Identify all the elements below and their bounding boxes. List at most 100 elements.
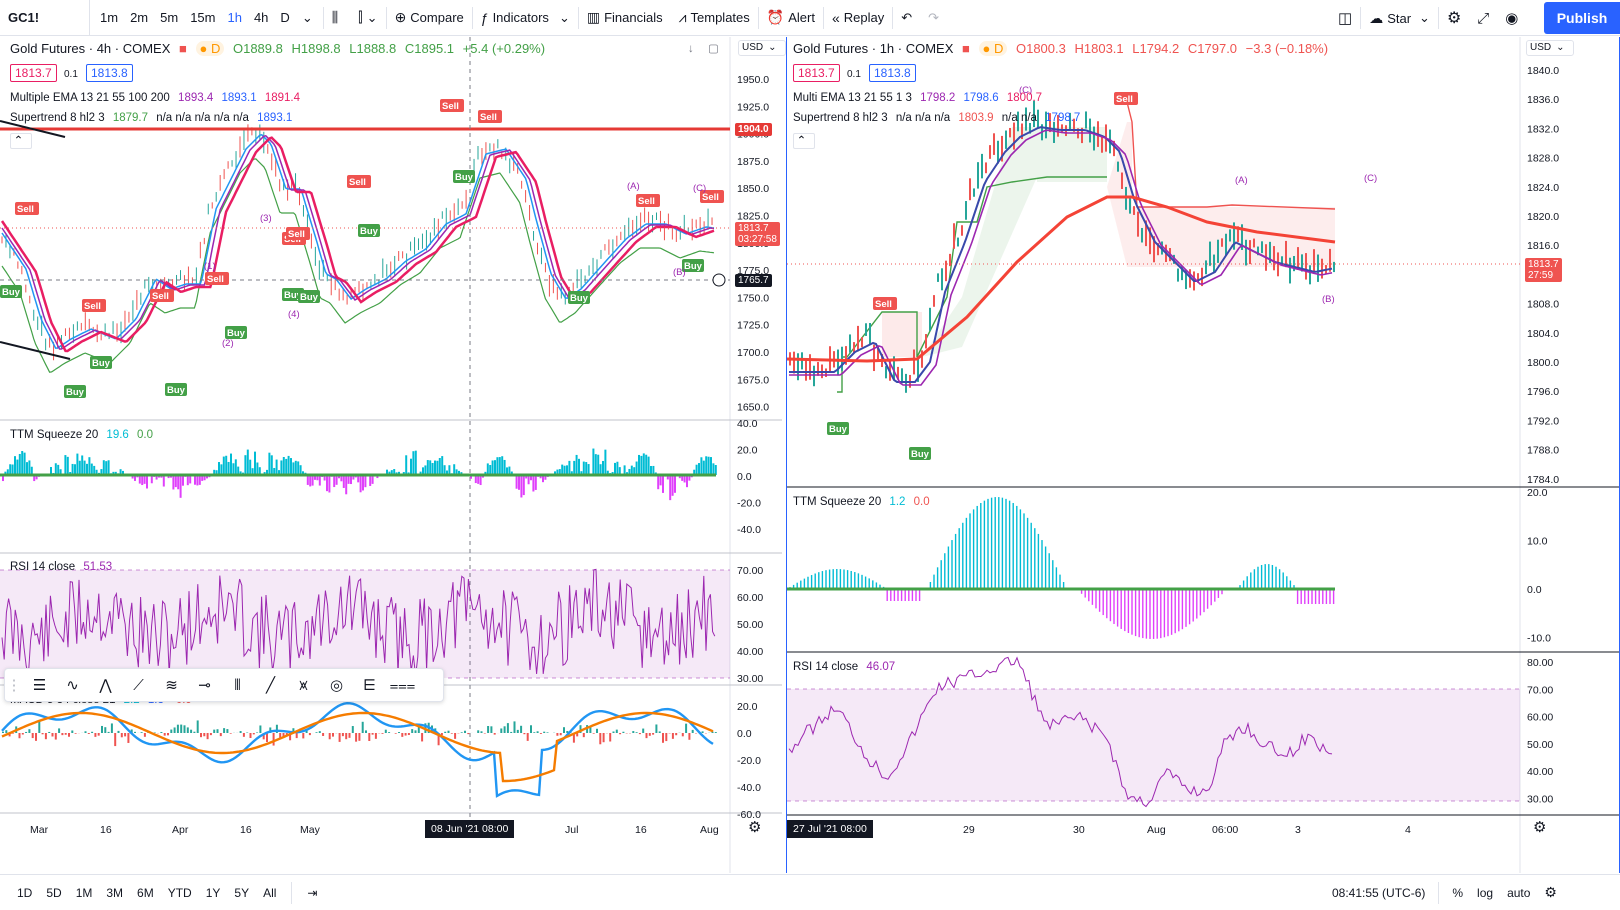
right-supertrend-legend[interactable]: Supertrend 8 hl2 3 n/a n/a n/a 1803.9 n/… — [793, 111, 1085, 125]
symbol-search[interactable]: GC1! — [0, 0, 90, 36]
time-tick-label: Jul — [565, 824, 578, 836]
left-rsi-legend[interactable]: RSI 14 close 51.53 — [10, 560, 117, 574]
gann-tool[interactable]: ≋ — [155, 670, 188, 700]
range-1m[interactable]: 1M — [75, 885, 93, 900]
percent-toggle[interactable]: % — [1452, 885, 1464, 900]
ttm-tick-label: -10.0 — [1527, 633, 1551, 645]
left-ttm-legend[interactable]: TTM Squeeze 20 19.6 0.0 — [10, 428, 158, 442]
interval-1h[interactable]: 1h — [227, 10, 242, 25]
left-spread: 0.1 — [64, 69, 78, 80]
sell-signal-badge — [636, 194, 660, 207]
bar-type-button[interactable]: ⫿ ⌄ — [350, 0, 385, 36]
sell-signal-badge — [82, 299, 106, 312]
settings-button[interactable]: ⚙ — [1439, 0, 1469, 36]
range-6m[interactable]: 6M — [137, 885, 154, 900]
time-tick-label: 3 — [1295, 824, 1301, 836]
rsi-tick-label: 40.00 — [1527, 766, 1553, 778]
settings-gear-button[interactable]: ⚙ — [1537, 884, 1564, 901]
interval-d[interactable]: D — [280, 10, 290, 25]
left-ema-legend[interactable]: Multiple EMA 13 21 55 100 200 1893.4 189… — [10, 91, 305, 105]
trendline-tool[interactable]: ╱ — [254, 670, 287, 700]
right-rsi-legend[interactable]: RSI 14 close 46.07 — [793, 660, 900, 674]
fullscreen-button[interactable]: ⤢ — [1469, 0, 1497, 36]
star-button[interactable]: ☁ Star ⌄ — [1361, 0, 1438, 36]
range-all[interactable]: All — [263, 885, 277, 900]
rsi-tick-label: 70.00 — [1527, 684, 1553, 696]
interval-2m[interactable]: 2m — [130, 10, 149, 25]
chevron-up-icon: ⌃ — [13, 135, 24, 147]
undo-button[interactable]: ↶ — [893, 0, 920, 36]
d-badge-icon: ● D — [195, 41, 225, 56]
right-chart-canvas[interactable]: 1840.0 1836.0 1832.0 1828.0 1824.0 1820.0 1816… — [787, 37, 1619, 873]
redo-button[interactable]: ↷ — [920, 0, 947, 36]
right-currency-select[interactable]: USD ⌄ — [1526, 40, 1574, 56]
interval-4h[interactable]: 4h — [253, 10, 269, 25]
templates-button[interactable]: ⩘ Templates — [671, 0, 758, 36]
auto-toggle[interactable]: auto — [1507, 885, 1531, 900]
collapse-legend-button[interactable]: ⌃ — [793, 133, 815, 149]
abc-tool[interactable]: ⋀ — [89, 670, 122, 700]
arrow-down-icon: ↓ — [688, 43, 694, 55]
drag-handle-icon[interactable]: ⋮ — [6, 677, 22, 694]
spiral-tool[interactable]: ◎ — [320, 670, 353, 700]
right-ask-badge[interactable]: 1813.8 — [869, 64, 916, 82]
snapshot-button[interactable]: ◉ — [1497, 0, 1526, 36]
ray-tool[interactable]: ⊸ — [188, 670, 221, 700]
replay-button[interactable]: «Replay — [824, 0, 892, 36]
right-axis-settings-button[interactable]: ⚙ — [1533, 819, 1551, 836]
collapse-legend-button[interactable]: ⌃ — [10, 133, 32, 149]
buy-signal-label: Buy — [911, 449, 930, 460]
abc-icon: ⋀ — [99, 677, 112, 694]
interval-1m[interactable]: 1m — [100, 10, 119, 25]
chevron-down-icon: ⌄ — [768, 42, 777, 53]
clock[interactable]: 08:41:55 (UTC-6) — [1332, 885, 1426, 900]
chevron-down-icon[interactable]: ⌄ — [301, 9, 313, 25]
goto-date-button[interactable]: ⇥ — [300, 886, 324, 900]
pattern-tool[interactable]: ⩙ — [287, 670, 320, 700]
interval-15m[interactable]: 15m — [190, 10, 216, 25]
left-red-line-price-label: 1904.0 — [735, 123, 772, 136]
range-1d[interactable]: 1D — [17, 885, 33, 900]
left-open: O1889.8 — [232, 41, 283, 56]
left-maximize-button[interactable]: ▢ — [708, 42, 724, 56]
parallel-tool[interactable]: ⩶ — [386, 670, 419, 700]
chart-type-button[interactable]: ⫼ — [324, 0, 350, 36]
range-1y[interactable]: 1Y — [205, 885, 221, 900]
log-toggle[interactable]: log — [1477, 885, 1494, 900]
compare-button[interactable]: ⊕ Compare — [387, 0, 472, 36]
price-tick-label: 1850.0 — [737, 183, 769, 195]
interval-5m[interactable]: 5m — [160, 10, 179, 25]
horizontal-lines-tool[interactable]: ☰ — [23, 670, 56, 700]
left-currency-select[interactable]: USD ⌄ — [738, 40, 786, 56]
left-chart[interactable]: 1950.01925.01900.01875.01850.01825.01800… — [0, 37, 786, 873]
alert-button[interactable]: ⏰ Alert — [759, 0, 823, 36]
ttm-tick-label: -40.0 — [737, 524, 761, 536]
ema-13-line — [1, 133, 715, 349]
left-ask-badge[interactable]: 1813.8 — [86, 64, 133, 82]
publish-button[interactable]: Publish — [1544, 2, 1620, 34]
wave-label: (3) — [260, 213, 272, 224]
channel-tool[interactable]: ⋿ — [353, 670, 386, 700]
range-5d[interactable]: 5D — [46, 885, 62, 900]
right-chart[interactable]: 1840.0 1836.0 1832.0 1828.0 1824.0 1820.0 1816… — [786, 37, 1620, 873]
left-supertrend-legend[interactable]: Supertrend 8 hl2 3 1879.7 n/a n/a n/a n/… — [10, 111, 297, 125]
left-chart-canvas[interactable]: 1950.01925.01900.01875.01850.01825.01800… — [0, 37, 782, 873]
layout-button[interactable]: ◫ — [1330, 0, 1360, 36]
right-bid-badge[interactable]: 1813.7 — [793, 64, 840, 82]
range-ytd[interactable]: YTD — [167, 885, 192, 900]
vertical-lines-tool[interactable]: ⫴ — [221, 670, 254, 700]
financials-button[interactable]: ▥ Financials — [579, 0, 671, 36]
fib-tool[interactable]: ∿ — [56, 670, 89, 700]
range-3m[interactable]: 3M — [106, 885, 124, 900]
gear-icon: ⚙ — [1533, 819, 1547, 836]
path-tool[interactable]: ⟋ — [122, 670, 155, 700]
left-scroll-down-button[interactable]: ↓ — [688, 42, 699, 56]
gear-icon: ⚙ — [1446, 10, 1462, 27]
left-bid-badge[interactable]: 1813.7 — [10, 64, 57, 82]
indicators-button[interactable]: ƒ Indicators ⌄ — [473, 0, 578, 36]
right-ttm-legend[interactable]: TTM Squeeze 20 1.2 0.0 — [793, 495, 935, 509]
range-5y[interactable]: 5Y — [234, 885, 250, 900]
left-axis-settings-button[interactable]: ⚙ — [748, 820, 766, 835]
right-ema-legend[interactable]: Multi EMA 13 21 55 1 3 1798.2 1798.6 180… — [793, 91, 1047, 105]
plus-circle-icon: ⊕ — [394, 9, 407, 25]
